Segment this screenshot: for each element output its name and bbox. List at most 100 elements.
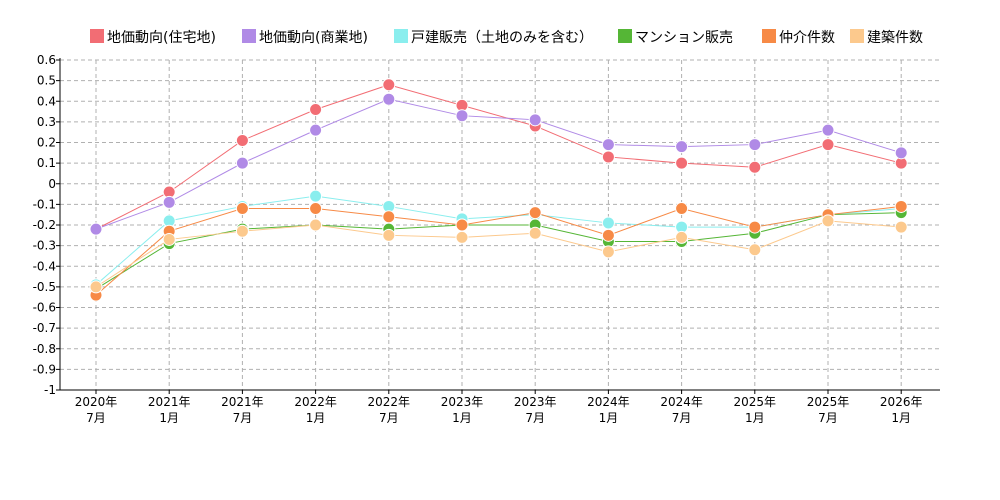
data-point (235, 133, 249, 147)
x-tick-label-month: 1月 (599, 411, 619, 425)
series-6 (89, 214, 908, 294)
data-point (162, 195, 176, 209)
data-point (894, 220, 908, 234)
legend-label: 地価動向(商業地) (259, 30, 368, 46)
data-point (601, 245, 615, 259)
data-point (528, 226, 542, 240)
series-1 (89, 78, 908, 236)
x-tick-label-month: 1月 (891, 411, 911, 425)
legend-swatch (242, 29, 256, 43)
legend-label: 仲介件数 (779, 30, 835, 46)
data-point (601, 216, 615, 230)
legend-swatch (850, 29, 864, 43)
y-tick-label: 0.1 (37, 156, 56, 170)
data-point (601, 150, 615, 164)
y-axis-ticks: 0.6 0.5 0.4 0.3 0.2 0.1 0 -0.1 -0.2 -0.3 -0.4 -0.5 -… (33, 53, 56, 397)
y-tick-label: -0.1 (33, 197, 56, 211)
series-line (95, 195, 902, 286)
data-point (455, 218, 469, 232)
x-tick-label-year: 2024年 (587, 395, 630, 409)
legend-item: 建築件数 (850, 29, 923, 46)
legend-item: 地価動向(商業地) (242, 29, 368, 46)
y-tick-label: 0 (48, 177, 56, 191)
y-tick-label: -0.2 (33, 218, 56, 232)
data-point (162, 232, 176, 246)
data-point (309, 103, 323, 116)
series-line (95, 98, 902, 230)
x-tick-label-month: 7月 (818, 411, 838, 425)
y-tick-label: -0.9 (33, 362, 56, 376)
data-point (675, 202, 689, 215)
data-point (455, 109, 469, 123)
x-tick-label-year: 2022年 (368, 395, 411, 409)
x-tick-label-year: 2025年 (807, 395, 850, 409)
data-point (89, 280, 103, 294)
x-tick-label-month: 1月 (745, 411, 765, 425)
data-point (601, 138, 615, 152)
x-tick-label-year: 2021年 (148, 395, 191, 409)
data-point (748, 220, 762, 234)
legend-label: 建築件数 (867, 30, 923, 46)
data-point (894, 146, 908, 160)
x-tick-label-year: 2026年 (880, 395, 923, 409)
series-3 (89, 189, 908, 292)
x-tick-label-month: 1月 (159, 411, 179, 425)
data-point (309, 202, 323, 215)
data-point (748, 138, 762, 152)
chart-series (89, 78, 908, 302)
data-point (382, 92, 396, 106)
x-tick-label-year: 2025年 (734, 395, 777, 409)
x-tick-label-month: 1月 (306, 411, 326, 425)
y-tick-label: -0.6 (33, 301, 56, 315)
data-point (455, 230, 469, 244)
legend-swatch (394, 29, 408, 43)
data-point (382, 78, 396, 92)
y-tick-label: -0.4 (33, 259, 56, 273)
chart-grid (60, 59, 940, 391)
data-point (528, 206, 542, 220)
x-tick-label-year: 2020年 (75, 395, 118, 409)
series-line (95, 212, 902, 290)
series-line (95, 84, 902, 230)
legend-label: 地価動向(住宅地) (107, 30, 216, 46)
x-tick-label-month: 7月 (86, 411, 106, 425)
legend-item: 地価動向(住宅地) (90, 29, 216, 46)
data-point (894, 199, 908, 213)
data-point (601, 228, 615, 242)
x-tick-label-month: 7月 (233, 411, 253, 425)
y-tick-label: -1 (44, 383, 56, 397)
data-point (821, 138, 835, 152)
data-point (309, 218, 323, 232)
data-point (309, 123, 323, 137)
legend-item: マンション販売 (618, 29, 733, 46)
chart-legend: 地価動向(住宅地) 地価動向(商業地) 戸建販売（土地のみを含む） マンション販売 仲介… (90, 29, 923, 46)
data-point (675, 156, 689, 170)
series-line (95, 220, 902, 288)
x-tick-label-year: 2024年 (660, 395, 703, 409)
series-4 (89, 206, 908, 296)
y-tick-label: -0.5 (33, 280, 56, 294)
data-point (675, 140, 689, 154)
data-point (528, 113, 542, 127)
x-tick-label-year: 2023年 (514, 395, 557, 409)
data-point (309, 189, 323, 203)
x-tick-label-year: 2021年 (221, 395, 264, 409)
legend-swatch (618, 29, 632, 43)
x-tick-label-year: 2023年 (441, 395, 484, 409)
data-point (675, 230, 689, 244)
x-tick-label-month: 7月 (672, 411, 692, 425)
y-tick-label: -0.7 (33, 321, 56, 335)
series-2 (89, 92, 908, 236)
y-tick-label: 0.2 (37, 136, 56, 150)
data-point (235, 156, 249, 170)
series-line (95, 205, 902, 296)
data-point (235, 202, 249, 215)
x-tick-label-month: 7月 (525, 411, 545, 425)
x-tick-label-month: 7月 (379, 411, 399, 425)
chart-axes (56, 58, 940, 394)
y-tick-label: 0.5 (37, 74, 56, 88)
y-tick-label: -0.3 (33, 239, 56, 253)
series-5 (89, 199, 908, 302)
data-point (382, 228, 396, 242)
